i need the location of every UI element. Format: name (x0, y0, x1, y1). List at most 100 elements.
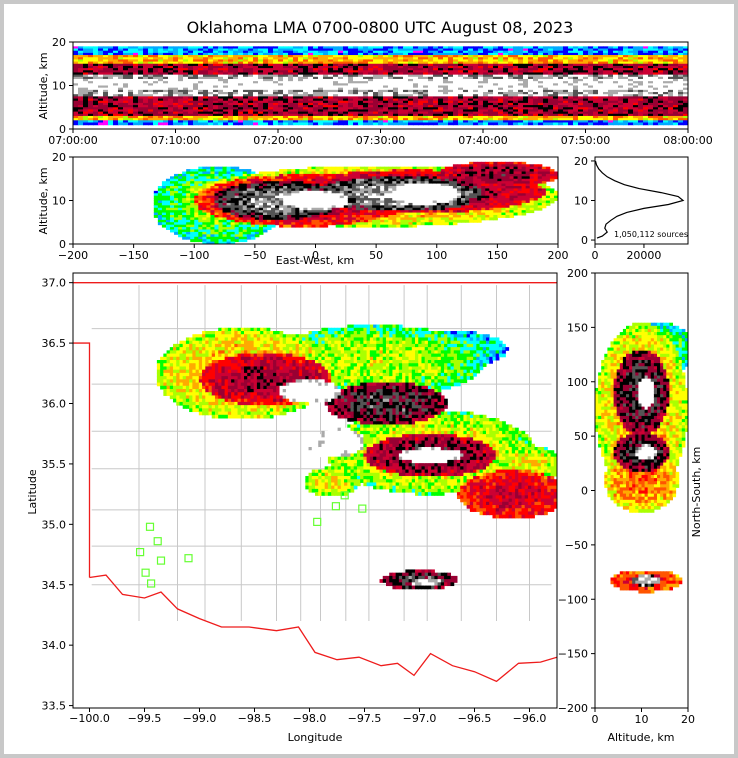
density-cell (413, 81, 419, 84)
density-cell (643, 68, 649, 71)
density-cell (483, 111, 489, 115)
density-cell (223, 122, 229, 126)
density-cell (353, 72, 359, 76)
density-cell (268, 83, 274, 87)
density-cell (303, 111, 309, 115)
density-cell (248, 52, 254, 56)
density-cell (548, 100, 554, 104)
density-cell (588, 109, 594, 113)
density-cell (174, 178, 179, 182)
density-cell (668, 111, 674, 115)
density-cell (443, 115, 449, 119)
density-cell (173, 70, 179, 74)
density-cell (183, 65, 189, 69)
density-cell (663, 85, 669, 89)
density-cell (663, 59, 669, 63)
density-cell (563, 96, 569, 100)
density-cell (378, 72, 384, 76)
density-cell (668, 65, 674, 69)
density-cell (528, 63, 534, 67)
density-cell (468, 59, 474, 63)
density-cell (358, 65, 364, 69)
density-cell (128, 55, 134, 58)
density-cell (418, 57, 424, 60)
density-cell (423, 109, 429, 113)
density-cell (78, 94, 84, 97)
density-cell (518, 46, 524, 50)
density-cell (338, 81, 344, 84)
density-cell (643, 55, 649, 58)
density-cell (343, 111, 349, 115)
density-cell (278, 120, 284, 124)
density-cell (308, 89, 314, 93)
density-cell (218, 236, 224, 240)
density-cell (668, 100, 674, 104)
density-cell (98, 102, 104, 106)
density-cell (133, 63, 139, 67)
density-cell (613, 96, 619, 100)
density-cell (463, 61, 469, 65)
density-cell (203, 76, 209, 80)
density-cell (138, 120, 144, 124)
density-cell (123, 68, 129, 71)
density-cell (433, 81, 439, 84)
density-cell (238, 96, 244, 100)
density-cell (174, 205, 179, 209)
density-cell (343, 107, 349, 111)
density-cell (113, 52, 119, 56)
density-cell (213, 120, 219, 124)
density-cell (258, 74, 264, 78)
density-cell (588, 115, 594, 119)
density-cell (448, 118, 454, 121)
density-cell (93, 98, 99, 102)
density-cell (163, 72, 169, 76)
density-cell (182, 205, 187, 209)
density-cell (598, 100, 604, 104)
density-cell (518, 107, 524, 111)
density-cell (668, 76, 674, 80)
density-cell (443, 113, 449, 117)
density-cell (210, 195, 215, 199)
density-cell (153, 215, 159, 218)
density-cell (308, 85, 314, 89)
density-cell (93, 118, 99, 121)
density-cell (533, 81, 539, 84)
density-cell (468, 100, 474, 104)
density-cell (473, 89, 479, 93)
density-cell (93, 46, 99, 50)
density-cell (553, 105, 559, 108)
density-cell (328, 46, 334, 50)
density-cell (663, 100, 669, 104)
density-cell (248, 98, 254, 102)
density-cell (273, 59, 279, 63)
density-cell (343, 74, 349, 78)
density-cell (528, 48, 534, 52)
density-cell (548, 81, 554, 84)
density-cell (508, 85, 514, 89)
density-cell (363, 52, 369, 56)
density-cell (133, 111, 139, 115)
density-cell (268, 111, 274, 115)
density-cell (598, 87, 604, 91)
density-cell (222, 231, 228, 235)
density-cell (358, 76, 364, 80)
density-cell (198, 52, 204, 56)
density-cell (633, 68, 639, 71)
density-cell (373, 111, 379, 115)
density-cell (108, 68, 114, 71)
density-cell (222, 186, 228, 189)
density-cell (202, 202, 207, 206)
density-cell (533, 96, 539, 100)
density-cell (643, 92, 649, 95)
density-cell (678, 96, 684, 100)
density-cell (668, 68, 674, 71)
density-cell (88, 102, 94, 106)
density-cell (193, 59, 199, 63)
density-cell (418, 52, 424, 56)
density-cell (648, 52, 654, 56)
density-cell (190, 224, 195, 228)
density-cell (228, 92, 234, 95)
density-cell (78, 85, 84, 89)
density-cell (93, 57, 99, 60)
